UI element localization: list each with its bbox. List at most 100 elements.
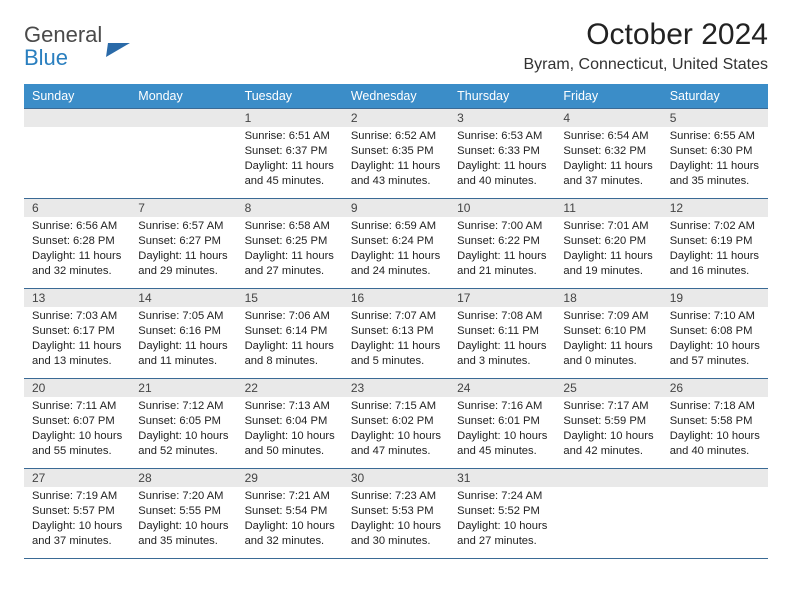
day-body: Sunrise: 6:55 AMSunset: 6:30 PMDaylight:…: [662, 127, 768, 195]
daylight-line-1: Daylight: 11 hours: [670, 249, 760, 264]
sunset-line: Sunset: 5:59 PM: [563, 414, 653, 429]
daylight-line-1: Daylight: 11 hours: [563, 339, 653, 354]
sunset-line: Sunset: 5:53 PM: [351, 504, 441, 519]
calendar-cell: 17Sunrise: 7:08 AMSunset: 6:11 PMDayligh…: [449, 289, 555, 379]
sunrise-line: Sunrise: 7:12 AM: [138, 399, 228, 414]
daylight-line-2: and 30 minutes.: [351, 534, 441, 549]
sunrise-line: Sunrise: 7:13 AM: [245, 399, 335, 414]
day-body: Sunrise: 6:53 AMSunset: 6:33 PMDaylight:…: [449, 127, 555, 195]
daylight-line-1: Daylight: 10 hours: [32, 519, 122, 534]
weekday-header: Saturday: [662, 84, 768, 109]
calendar-cell: 26 Sunrise: 7:18 AMSunset: 5:58 PMDayligh…: [662, 379, 768, 469]
daylight-line-2: and 35 minutes.: [138, 534, 228, 549]
sunset-line: Sunset: 5:52 PM: [457, 504, 547, 519]
day-number: 17: [449, 289, 555, 307]
sunset-line: Sunset: 6:32 PM: [563, 144, 653, 159]
sunset-line: Sunset: 6:07 PM: [32, 414, 122, 429]
sunset-line: Sunset: 6:14 PM: [245, 324, 335, 339]
sunset-line: Sunset: 5:58 PM: [670, 414, 760, 429]
day-number: 28: [130, 469, 236, 487]
day-number: 20: [24, 379, 130, 397]
sunrise-line: Sunrise: 6:54 AM: [563, 129, 653, 144]
daylight-line-1: Daylight: 10 hours: [670, 429, 760, 444]
day-body: Sunrise: 7:08 AMSunset: 6:11 PMDaylight:…: [449, 307, 555, 375]
daylight-line-1: Daylight: 11 hours: [351, 339, 441, 354]
day-number: 8: [237, 199, 343, 217]
calendar-cell: 5Sunrise: 6:55 AMSunset: 6:30 PMDaylight…: [662, 109, 768, 199]
daylight-line-1: Daylight: 11 hours: [457, 159, 547, 174]
day-number: 19: [662, 289, 768, 307]
calendar-cell: 25Sunrise: 7:17 AMSunset: 5:59 PMDayligh…: [555, 379, 661, 469]
day-body: Sunrise: 6:57 AMSunset: 6:27 PMDaylight:…: [130, 217, 236, 285]
calendar-cell: 12Sunrise: 7:02 AMSunset: 6:19 PMDayligh…: [662, 199, 768, 289]
daylight-line-1: Daylight: 11 hours: [351, 249, 441, 264]
calendar-cell: 13Sunrise: 7:03 AMSunset: 6:17 PMDayligh…: [24, 289, 130, 379]
sunrise-line: Sunrise: 6:57 AM: [138, 219, 228, 234]
day-body: Sunrise: 6:56 AMSunset: 6:28 PMDaylight:…: [24, 217, 130, 285]
calendar-row: 13Sunrise: 7:03 AMSunset: 6:17 PMDayligh…: [24, 289, 768, 379]
calendar-cell: 14Sunrise: 7:05 AMSunset: 6:16 PMDayligh…: [130, 289, 236, 379]
daylight-line-1: Daylight: 11 hours: [351, 159, 441, 174]
daylight-line-1: Daylight: 10 hours: [138, 519, 228, 534]
calendar-row: 6Sunrise: 6:56 AMSunset: 6:28 PMDaylight…: [24, 199, 768, 289]
sunrise-line: Sunrise: 7:01 AM: [563, 219, 653, 234]
sunrise-line: Sunrise: 6:52 AM: [351, 129, 441, 144]
day-number: [662, 469, 768, 487]
daylight-line-2: and 35 minutes.: [670, 174, 760, 189]
day-number: 29: [237, 469, 343, 487]
sunrise-line: Sunrise: 7:18 AM: [670, 399, 760, 414]
sunset-line: Sunset: 6:01 PM: [457, 414, 547, 429]
daylight-line-2: and 43 minutes.: [351, 174, 441, 189]
day-number: 2: [343, 109, 449, 127]
calendar-cell: 29Sunrise: 7:21 AMSunset: 5:54 PMDayligh…: [237, 469, 343, 559]
sunrise-line: Sunrise: 7:02 AM: [670, 219, 760, 234]
daylight-line-1: Daylight: 11 hours: [457, 249, 547, 264]
sunrise-line: Sunrise: 7:11 AM: [32, 399, 122, 414]
daylight-line-1: Daylight: 11 hours: [245, 339, 335, 354]
calendar-cell: 9Sunrise: 6:59 AMSunset: 6:24 PMDaylight…: [343, 199, 449, 289]
sunset-line: Sunset: 6:17 PM: [32, 324, 122, 339]
calendar-cell: 28Sunrise: 7:20 AMSunset: 5:55 PMDayligh…: [130, 469, 236, 559]
day-number: 26: [662, 379, 768, 397]
calendar-cell: [662, 469, 768, 559]
daylight-line-2: and 27 minutes.: [457, 534, 547, 549]
daylight-line-1: Daylight: 11 hours: [563, 249, 653, 264]
day-number: 14: [130, 289, 236, 307]
day-number: 5: [662, 109, 768, 127]
sunrise-line: Sunrise: 7:08 AM: [457, 309, 547, 324]
day-body: Sunrise: 7:16 AMSunset: 6:01 PMDaylight:…: [449, 397, 555, 465]
daylight-line-2: and 37 minutes.: [563, 174, 653, 189]
calendar-cell: 31Sunrise: 7:24 AMSunset: 5:52 PMDayligh…: [449, 469, 555, 559]
day-number: 27: [24, 469, 130, 487]
calendar-cell: 7Sunrise: 6:57 AMSunset: 6:27 PMDaylight…: [130, 199, 236, 289]
sunrise-line: Sunrise: 7:07 AM: [351, 309, 441, 324]
sunset-line: Sunset: 6:08 PM: [670, 324, 760, 339]
weekday-header: Thursday: [449, 84, 555, 109]
day-body: Sunrise: 7:09 AMSunset: 6:10 PMDaylight:…: [555, 307, 661, 375]
day-number: 9: [343, 199, 449, 217]
sunrise-line: Sunrise: 7:09 AM: [563, 309, 653, 324]
daylight-line-2: and 50 minutes.: [245, 444, 335, 459]
day-number: 23: [343, 379, 449, 397]
calendar-cell: 21Sunrise: 7:12 AMSunset: 6:05 PMDayligh…: [130, 379, 236, 469]
day-body: Sunrise: 7:06 AMSunset: 6:14 PMDaylight:…: [237, 307, 343, 375]
sunrise-line: Sunrise: 7:16 AM: [457, 399, 547, 414]
calendar-cell: 15Sunrise: 7:06 AMSunset: 6:14 PMDayligh…: [237, 289, 343, 379]
calendar-cell: 22Sunrise: 7:13 AMSunset: 6:04 PMDayligh…: [237, 379, 343, 469]
sunset-line: Sunset: 6:13 PM: [351, 324, 441, 339]
weekday-header: Sunday: [24, 84, 130, 109]
day-number: 16: [343, 289, 449, 307]
sunrise-line: Sunrise: 6:53 AM: [457, 129, 547, 144]
daylight-line-2: and 47 minutes.: [351, 444, 441, 459]
calendar-cell: 1Sunrise: 6:51 AMSunset: 6:37 PMDaylight…: [237, 109, 343, 199]
day-body: Sunrise: 7:21 AMSunset: 5:54 PMDaylight:…: [237, 487, 343, 555]
day-number: 25: [555, 379, 661, 397]
location-subtitle: Byram, Connecticut, United States: [523, 56, 768, 74]
sunset-line: Sunset: 6:04 PM: [245, 414, 335, 429]
sunset-line: Sunset: 6:35 PM: [351, 144, 441, 159]
daylight-line-2: and 11 minutes.: [138, 354, 228, 369]
sunset-line: Sunset: 6:20 PM: [563, 234, 653, 249]
sunset-line: Sunset: 6:25 PM: [245, 234, 335, 249]
daylight-line-1: Daylight: 10 hours: [32, 429, 122, 444]
day-number: 13: [24, 289, 130, 307]
